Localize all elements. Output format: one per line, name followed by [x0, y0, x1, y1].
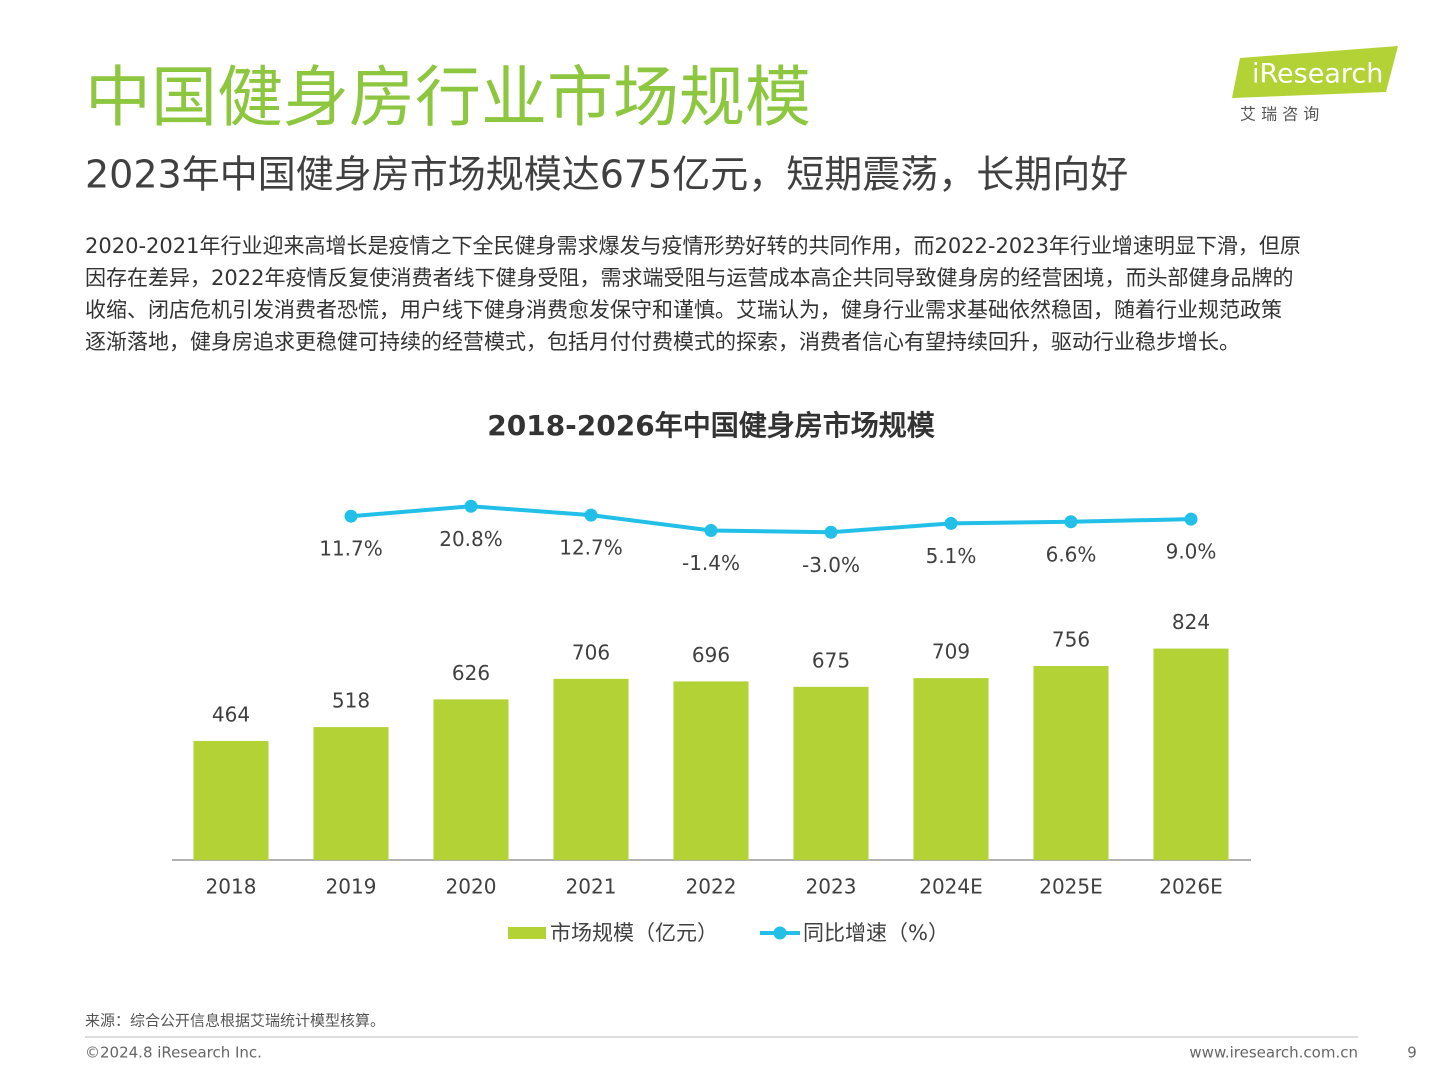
bar	[913, 678, 989, 860]
x-tick-label: 2020	[446, 875, 497, 899]
logo-cn: 艾 瑞 咨 询	[1240, 105, 1319, 124]
data-label: 824	[1172, 610, 1210, 634]
data-label: 675	[812, 648, 850, 672]
logo-bg	[1232, 46, 1398, 98]
bar	[553, 678, 629, 860]
bar	[673, 681, 749, 860]
legend-label: 同比增速（%）	[803, 921, 949, 945]
line-point	[1064, 515, 1078, 529]
page-title: 中国健身房行业市场规模	[85, 59, 811, 136]
x-tick-label: 2021	[566, 875, 617, 899]
line-point	[824, 525, 838, 539]
bar	[1033, 666, 1109, 860]
source: 来源：综合公开信息根据艾瑞统计模型核算。	[85, 1012, 385, 1030]
bar	[193, 740, 269, 860]
data-label: 626	[452, 661, 490, 685]
paragraph-line: 收缩、闭店危机引发消费者恐慌，用户线下健身消费愈发保守和谨慎。艾瑞认为，健身行业…	[85, 298, 1282, 322]
paragraph-line: 逐渐落地，健身房追求更稳健可持续的经营模式，包括月付付费模式的探索，消费者信心有…	[85, 330, 1240, 354]
x-tick-label: 2019	[326, 875, 377, 899]
data-label: 464	[212, 702, 250, 726]
line-point	[944, 516, 958, 530]
website: www.iresearch.com.cn	[1189, 1044, 1358, 1062]
data-label: 9.0%	[1166, 540, 1217, 564]
data-label: 696	[692, 643, 730, 667]
data-label: 11.7%	[319, 537, 383, 561]
copyright: ©2024.8 iResearch Inc.	[85, 1044, 262, 1062]
data-label: 6.6%	[1046, 542, 1097, 566]
data-label: 709	[932, 640, 970, 664]
line-point	[464, 499, 478, 513]
data-label: 20.8%	[439, 527, 503, 551]
line-point	[1184, 512, 1198, 526]
bar	[313, 727, 389, 860]
x-tick-label: 2018	[206, 875, 257, 899]
bar	[1153, 648, 1229, 860]
legend-swatch	[508, 927, 546, 939]
legend-marker	[773, 926, 787, 940]
line-point	[584, 508, 598, 522]
data-label: 12.7%	[559, 536, 623, 560]
data-label: -3.0%	[802, 553, 860, 577]
logo: iResearch	[1252, 59, 1383, 90]
data-label: 756	[1052, 628, 1090, 652]
data-label: -1.4%	[682, 551, 740, 575]
chart-title: 2018-2026年中国健身房市场规模	[487, 409, 935, 442]
paragraph-line: 2020-2021年行业迎来高增长是疫情之下全民健身需求爆发与疫情形势好转的共同…	[85, 234, 1301, 258]
legend-label: 市场规模（亿元）	[550, 921, 718, 945]
line-point	[344, 509, 358, 523]
line-point	[704, 524, 718, 538]
subtitle: 2023年中国健身房市场规模达675亿元，短期震荡，长期向好	[85, 153, 1128, 197]
x-tick-label: 2025E	[1039, 875, 1103, 899]
page-number: 9	[1407, 1044, 1417, 1062]
line	[350, 504, 1192, 535]
data-label: 518	[332, 689, 370, 713]
x-tick-label: 2023	[806, 875, 857, 899]
x-tick-label: 2022	[686, 875, 737, 899]
data-label: 706	[572, 640, 610, 664]
paragraph-line: 因存在差异，2022年疫情反复使消费者线下健身受阻，需求端受阻与运营成本高企共同…	[85, 266, 1293, 290]
x-tick-label: 2024E	[919, 875, 983, 899]
bar	[793, 686, 869, 860]
bar	[433, 699, 509, 860]
data-label: 5.1%	[926, 544, 977, 568]
x-tick-label: 2026E	[1159, 875, 1223, 899]
